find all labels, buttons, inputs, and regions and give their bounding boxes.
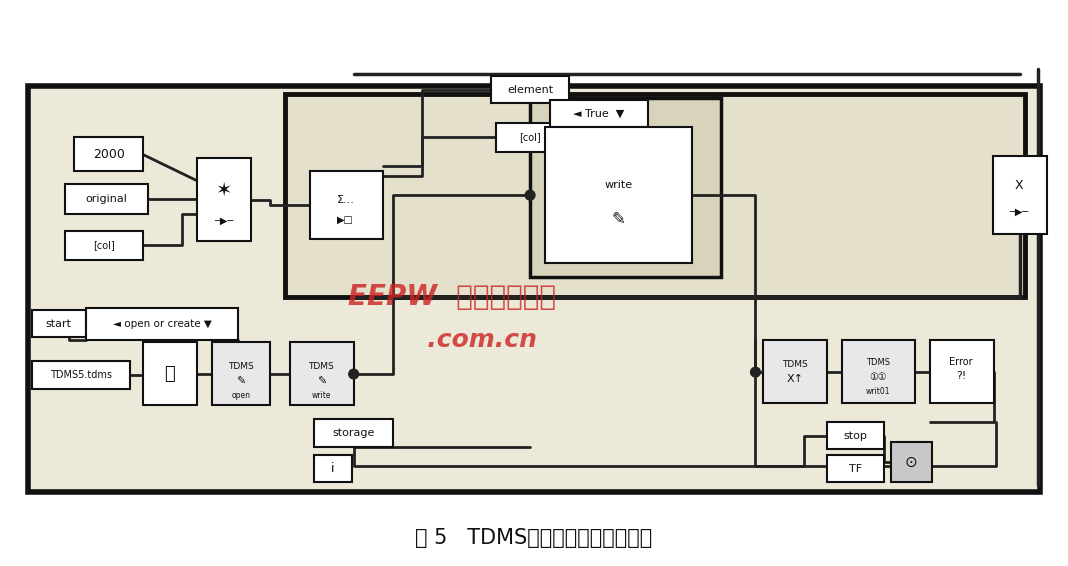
Bar [64,231,143,260]
Text: TDMS: TDMS [866,358,890,367]
Bar [64,183,147,215]
Text: ✎: ✎ [316,377,326,387]
Bar [827,455,884,482]
Text: ▶□: ▶□ [337,215,355,224]
Text: original: original [85,194,128,204]
Text: start: start [46,319,72,329]
Bar [75,137,143,171]
Text: ◄ open or create ▼: ◄ open or create ▼ [113,319,213,329]
Circle shape [349,369,359,379]
Circle shape [525,190,535,200]
Bar [310,171,383,239]
Text: 2000: 2000 [93,148,125,161]
Text: TDMS: TDMS [229,362,254,371]
Bar [314,455,351,482]
Text: storage: storage [332,428,375,438]
Text: element: element [507,85,553,95]
Bar [197,158,251,241]
Bar [545,127,692,263]
Text: ⊙: ⊙ [905,454,917,470]
Text: EEPW  电子疯品世界: EEPW 电子疯品世界 [348,282,555,311]
Text: TDMS: TDMS [309,362,334,371]
Text: ─▶─: ─▶─ [214,216,233,226]
Bar [842,340,915,403]
Text: TDMS5.tdms: TDMS5.tdms [50,370,112,380]
Text: i: i [331,462,335,475]
Bar [32,362,130,388]
Text: TDMS: TDMS [782,360,807,369]
Text: write: write [604,181,632,191]
Text: 📄: 📄 [164,365,175,383]
Bar [32,310,87,337]
Text: 图 5   TDMS文件写操作程序示意图: 图 5 TDMS文件写操作程序示意图 [415,529,653,548]
Text: ─▶─: ─▶─ [1009,207,1028,217]
Bar [496,123,564,152]
Text: ?!: ?! [956,371,967,381]
Bar [891,441,932,482]
Bar [314,419,393,447]
Text: Σ...: Σ... [336,195,355,205]
Bar [827,422,884,449]
Bar [550,100,647,127]
Bar [87,308,238,340]
Bar [764,340,827,403]
Bar [143,342,197,405]
Text: ◄ True  ▼: ◄ True ▼ [574,109,625,119]
Bar [930,340,993,403]
Text: TF: TF [849,464,862,474]
Text: ✎: ✎ [236,377,246,387]
Text: Error: Error [949,357,973,367]
Text: ✎: ✎ [611,211,625,228]
Text: X: X [1015,179,1023,192]
Text: ①①: ①① [869,372,886,382]
Text: write: write [312,391,331,400]
Bar [29,86,1039,492]
Bar [290,342,354,405]
Circle shape [751,367,760,377]
Text: open: open [232,391,251,400]
Text: ✶: ✶ [215,181,232,200]
Text: writ01: writ01 [866,387,891,396]
Bar [285,93,1025,297]
Bar [211,342,270,405]
Text: [col]: [col] [519,132,541,142]
Bar [992,156,1047,234]
Text: .com.cn: .com.cn [366,328,537,352]
Bar [530,98,721,277]
Text: [col]: [col] [93,241,114,250]
Bar [491,76,569,103]
Text: X↑: X↑ [786,374,803,384]
Text: stop: stop [844,431,867,441]
